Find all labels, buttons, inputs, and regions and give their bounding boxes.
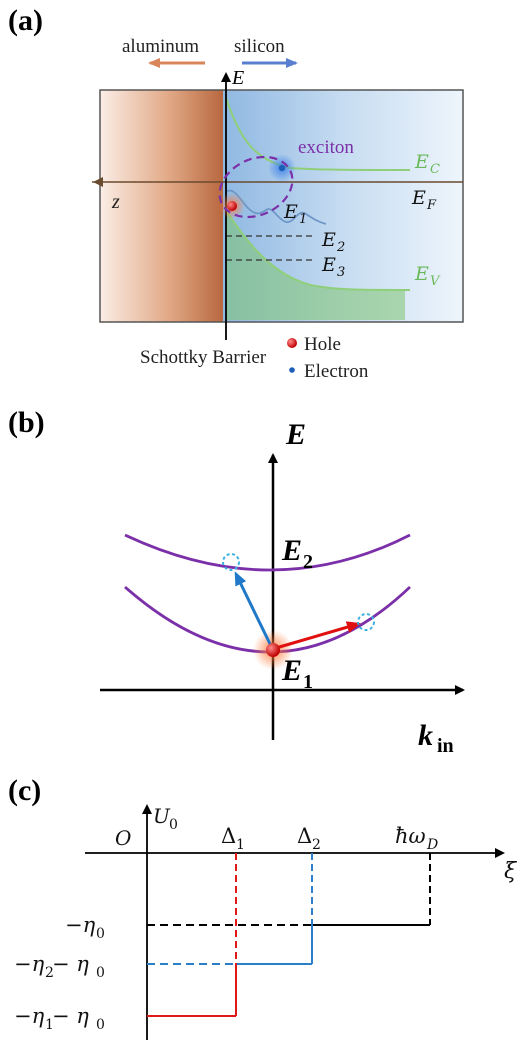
ev-label: E V	[414, 263, 441, 289]
svg-text:E: E	[414, 151, 429, 173]
panel-b-label: (b)	[8, 406, 45, 439]
svg-text:E: E	[411, 187, 426, 209]
svg-text:− η: − η	[52, 1004, 89, 1028]
electron-dot	[278, 164, 286, 172]
svg-text:Δ: Δ	[297, 824, 312, 848]
b-e-axis-label: E	[285, 418, 306, 451]
svg-text:V: V	[430, 274, 441, 289]
svg-text:0: 0	[96, 965, 105, 981]
e2-label: E 2	[321, 229, 345, 255]
valence-band	[225, 209, 411, 291]
svg-text:Δ: Δ	[221, 824, 236, 848]
svg-text:0: 0	[96, 926, 105, 942]
panel-b: (b) E E 2 E 1 k in	[8, 406, 465, 757]
legend-electron-icon	[289, 367, 295, 373]
target-e1	[357, 613, 375, 631]
c-eta0-label: −η 0	[65, 913, 105, 942]
e-axis-label: E	[231, 67, 244, 89]
svg-text:in: in	[437, 735, 454, 757]
c-d2-label: Δ 2	[297, 824, 321, 853]
svg-text:E: E	[283, 201, 298, 223]
aluminum-region	[100, 90, 223, 322]
c-x-label: ξ	[504, 859, 518, 884]
parabola-e2	[124, 533, 411, 572]
hole-dot	[227, 201, 237, 211]
svg-text:1: 1	[45, 1017, 54, 1033]
svg-text:2: 2	[303, 551, 313, 573]
exciton-ring	[218, 155, 294, 219]
svg-text:0: 0	[169, 817, 178, 833]
svg-text:1: 1	[299, 212, 307, 227]
legend-hole-icon	[287, 338, 297, 348]
svg-text:− η: − η	[52, 952, 89, 976]
b-e2-label: E 2	[281, 534, 313, 573]
panel-a-label: (a)	[8, 4, 43, 37]
b-state-dot	[266, 643, 280, 657]
panel-a: (a) aluminum silicon E ex	[8, 4, 464, 382]
svg-text:1: 1	[303, 671, 313, 693]
c-d1-label: Δ 1	[221, 824, 245, 853]
b-k-axis-label: k in	[418, 719, 454, 757]
c-wd-label: ħω D	[395, 824, 438, 853]
b-e1-label: E 1	[281, 654, 313, 693]
c-eta2-label: −η 2 − η 0	[14, 952, 105, 981]
svg-text:2: 2	[336, 240, 345, 255]
target-e2	[222, 553, 240, 571]
svg-text:1: 1	[236, 837, 245, 853]
c-y-label: U 0	[153, 804, 178, 833]
svg-text:E: E	[414, 263, 429, 285]
svg-text:3: 3	[337, 265, 345, 280]
svg-text:F: F	[426, 198, 437, 213]
svg-text:E: E	[281, 534, 302, 567]
ef-label: E F	[411, 187, 437, 213]
svg-text:−η: −η	[14, 952, 45, 976]
svg-text:−η: −η	[65, 913, 96, 937]
svg-text:E: E	[321, 254, 336, 276]
schottky-label: Schottky Barrier	[140, 347, 267, 368]
svg-text:−η: −η	[14, 1004, 45, 1028]
panel-c: (c) U 0 O ξ Δ 1 Δ 2 ħω	[8, 774, 518, 1040]
svg-text:E: E	[281, 654, 302, 687]
exciton-label: exciton	[298, 137, 354, 158]
intraband-arrow	[275, 621, 361, 650]
c-origin-label: O	[115, 826, 131, 850]
svg-text:0: 0	[96, 1017, 105, 1033]
panel-a-frame	[99, 89, 464, 323]
svg-text:2: 2	[45, 965, 54, 981]
svg-text:U: U	[153, 804, 171, 828]
legend-electron: Electron	[304, 361, 369, 382]
ec-label: E C	[414, 151, 440, 177]
legend-hole: Hole	[304, 334, 341, 355]
wavefunction	[225, 189, 327, 225]
z-axis-label: z	[111, 191, 120, 213]
c-eta1-label: −η 1 − η 0	[14, 1004, 105, 1033]
svg-text:C: C	[430, 162, 440, 177]
panel-c-label: (c)	[8, 774, 41, 807]
svg-text:ħω: ħω	[395, 824, 426, 848]
svg-text:D: D	[426, 837, 438, 853]
interband-arrow	[234, 571, 273, 647]
valence-shade	[226, 210, 405, 320]
svg-text:E: E	[321, 229, 336, 251]
svg-text:k: k	[418, 719, 433, 752]
e1-label: E 1	[283, 201, 307, 227]
svg-text:2: 2	[312, 837, 321, 853]
aluminum-label: aluminum	[122, 36, 199, 57]
e3-label: E 3	[321, 254, 345, 280]
silicon-label: silicon	[234, 36, 285, 57]
